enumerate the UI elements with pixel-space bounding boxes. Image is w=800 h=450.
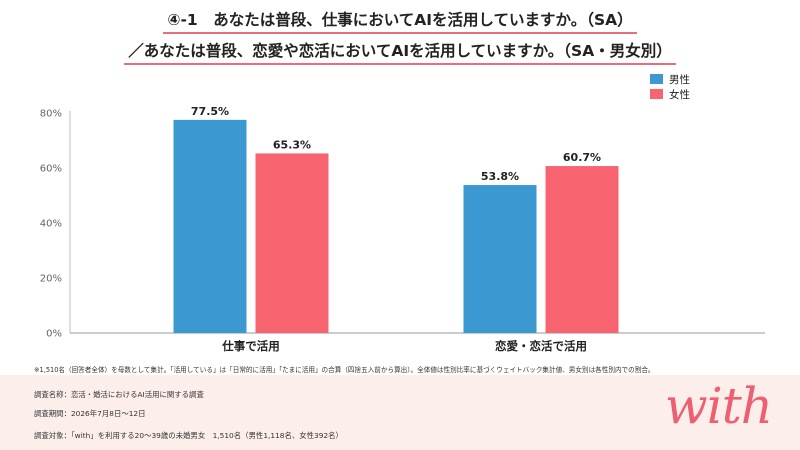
y-tick-label: 20% <box>40 274 62 285</box>
bar-value-label: 65.3% <box>273 138 311 151</box>
title-line-2: ／あなたは普段、恋愛や恋活においてAIを活用していますか。（SA・男女別） <box>124 39 676 65</box>
legend-label: 女性 <box>669 88 690 101</box>
survey-name: 調査名称：恋活・婚活におけるAI活用に関する調査 <box>34 390 204 399</box>
with-logo: with <box>664 377 773 435</box>
bar <box>463 185 537 333</box>
category-label: 仕事で活用 <box>221 339 280 353</box>
survey-target: 調査対象：「with」を利用する20〜39歳の未婚男女 1,510名（男性1,1… <box>34 431 343 440</box>
legend-label: 男性 <box>669 73 690 86</box>
bar <box>173 119 247 333</box>
footnote: ※1,510名（回答者全体）を母数として集計。「活用している」は「日常的に活用」… <box>34 366 655 374</box>
bar-chart: 0% 20% 40% 60% 80% 77.5% 65.3% 仕事で活用 53.8% 60.7% 恋… <box>40 73 765 353</box>
y-tick-label: 0% <box>46 329 62 340</box>
y-tick-label: 60% <box>40 164 62 175</box>
bar-value-label: 53.8% <box>481 170 519 183</box>
title-line-1: ④-1 あなたは普段、仕事においてAIを活用していますか。（SA） <box>163 8 637 34</box>
survey-period: 調査期間：2026年7月8日〜12日 <box>34 409 146 418</box>
y-tick-label: 80% <box>40 109 62 120</box>
bar-value-label: 60.7% <box>563 151 601 164</box>
category-label: 恋愛・恋活で活用 <box>495 339 587 353</box>
chart-title: ④-1 あなたは普段、仕事においてAIを活用していますか。（SA） ／あなたは普… <box>0 8 800 65</box>
y-tick-label: 40% <box>40 219 62 230</box>
legend-swatch <box>650 89 663 99</box>
bar-value-label: 77.5% <box>191 105 229 118</box>
bar <box>545 166 619 333</box>
survey-footer: 調査名称：恋活・婚活におけるAI活用に関する調査 調査期間：2026年7月8日〜… <box>0 375 800 450</box>
legend-swatch <box>650 74 663 84</box>
bar <box>255 153 329 333</box>
